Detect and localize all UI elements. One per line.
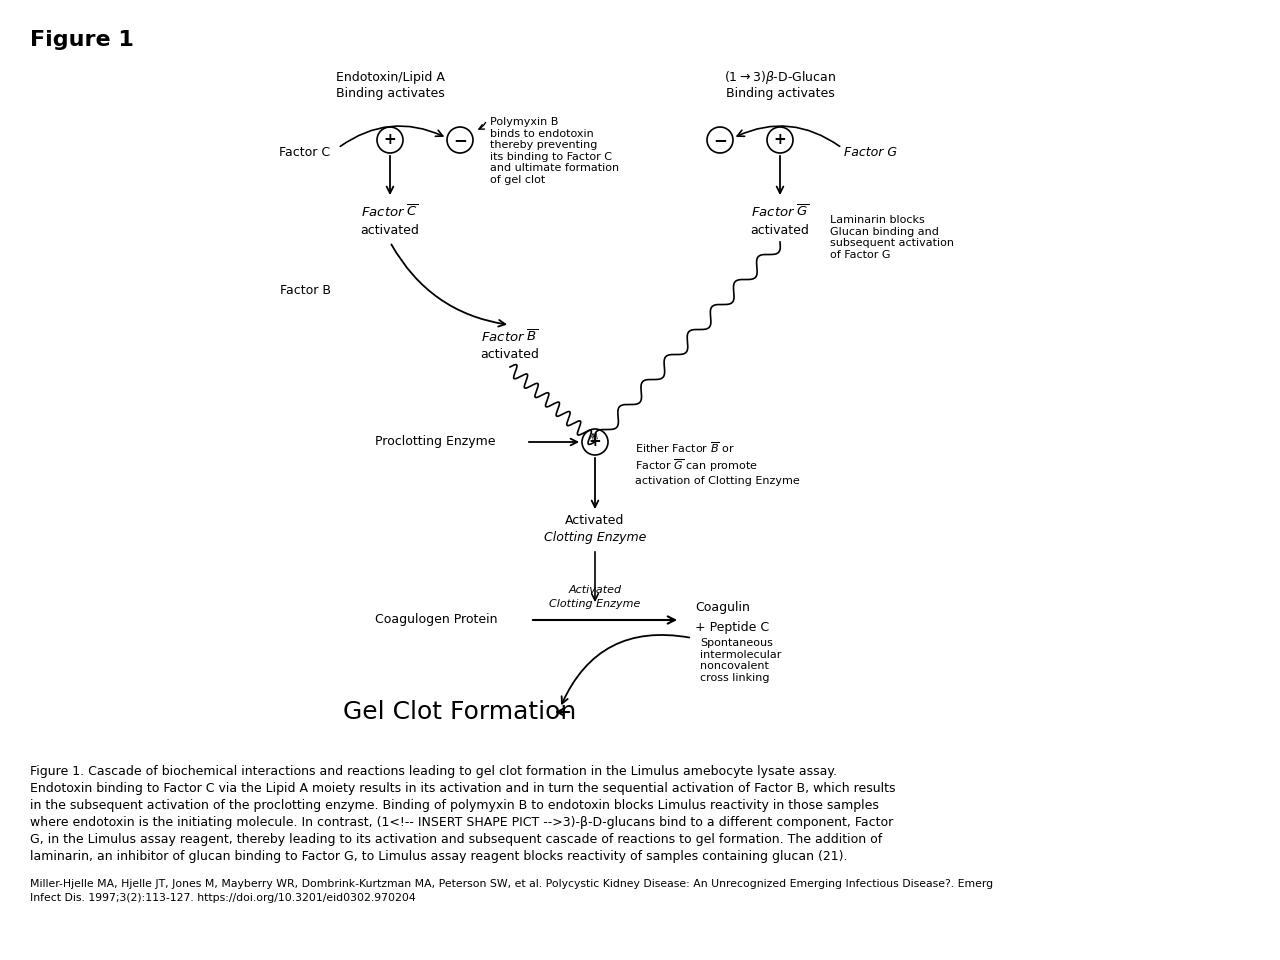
Text: $(1\rightarrow3)\beta$-D-Glucan: $(1\rightarrow3)\beta$-D-Glucan [724,69,836,86]
Text: Factor $\overline{C}$: Factor $\overline{C}$ [361,204,419,220]
Text: Activated: Activated [566,514,625,526]
Text: Infect Dis. 1997;3(2):113-127. https://doi.org/10.3201/eid0302.970204: Infect Dis. 1997;3(2):113-127. https://d… [29,893,416,903]
Text: Figure 1. Cascade of biochemical interactions and reactions leading to gel clot : Figure 1. Cascade of biochemical interac… [29,765,837,778]
Text: Factor C: Factor C [279,146,330,158]
Text: Binding activates: Binding activates [726,87,835,101]
Text: Endotoxin/Lipid A: Endotoxin/Lipid A [335,71,444,84]
Text: Factor B: Factor B [279,283,330,297]
Text: Either Factor $\overline{B}$ or
Factor $\overline{G}$ can promote
activation of : Either Factor $\overline{B}$ or Factor $… [635,440,800,486]
Text: activated: activated [750,224,809,236]
Text: Figure 1: Figure 1 [29,30,134,50]
Text: G, in the Limulus assay reagent, thereby leading to its activation and subsequen: G, in the Limulus assay reagent, thereby… [29,833,882,846]
Text: −: − [453,131,467,149]
Text: + Peptide C: + Peptide C [695,620,769,634]
Text: Coagulogen Protein: Coagulogen Protein [375,613,498,627]
Text: Polymyxin B
binds to endotoxin
thereby preventing
its binding to Factor C
and ul: Polymyxin B binds to endotoxin thereby p… [490,117,620,185]
Text: −: − [713,131,727,149]
Text: where endotoxin is the initiating molecule. In contrast, (1<!-- INSERT SHAPE PIC: where endotoxin is the initiating molecu… [29,816,893,829]
Text: Factor G: Factor G [844,146,896,158]
Text: activated: activated [480,348,539,361]
Text: Clotting Enzyme: Clotting Enzyme [544,531,646,543]
Text: Factor $\overline{B}$: Factor $\overline{B}$ [481,329,539,346]
Text: Binding activates: Binding activates [335,87,444,101]
Text: Spontaneous
intermolecular
noncovalent
cross linking: Spontaneous intermolecular noncovalent c… [700,638,781,683]
Text: Endotoxin binding to Factor C via the Lipid A moiety results in its activation a: Endotoxin binding to Factor C via the Li… [29,782,896,795]
Text: laminarin, an inhibitor of glucan binding to Factor G, to Limulus assay reagent : laminarin, an inhibitor of glucan bindin… [29,850,847,863]
Text: Laminarin blocks
Glucan binding and
subsequent activation
of Factor G: Laminarin blocks Glucan binding and subs… [829,215,954,260]
Text: Factor $\overline{G}$: Factor $\overline{G}$ [751,204,809,220]
Text: Activated: Activated [568,585,622,595]
Text: Miller-Hjelle MA, Hjelle JT, Jones M, Mayberry WR, Dombrink-Kurtzman MA, Peterso: Miller-Hjelle MA, Hjelle JT, Jones M, Ma… [29,879,993,889]
Text: Clotting Enzyme: Clotting Enzyme [549,599,641,609]
Text: +: + [384,132,397,148]
Text: Gel Clot Formation: Gel Clot Formation [343,700,576,724]
Text: Proclotting Enzyme: Proclotting Enzyme [375,436,495,448]
Text: activated: activated [361,224,420,236]
Text: in the subsequent activation of the proclotting enzyme. Binding of polymyxin B t: in the subsequent activation of the proc… [29,799,879,812]
Text: Coagulin: Coagulin [695,602,750,614]
Text: +: + [773,132,786,148]
Text: +: + [589,435,602,449]
